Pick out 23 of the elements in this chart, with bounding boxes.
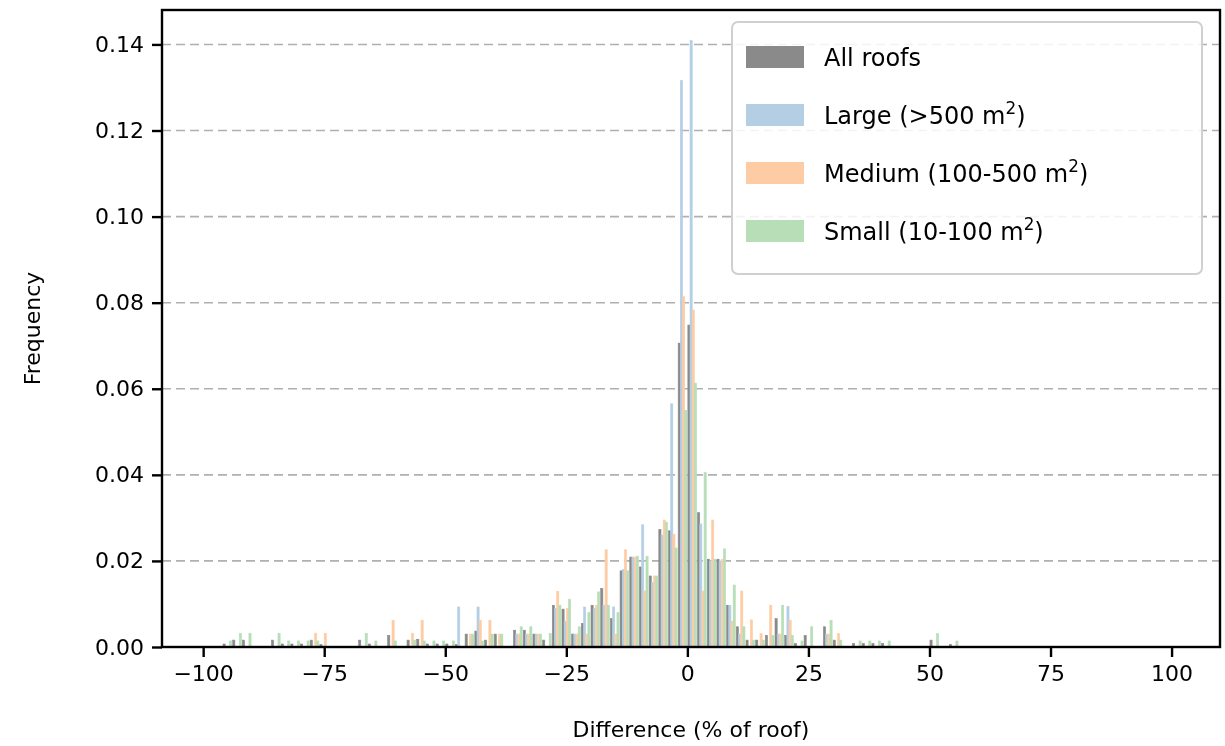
- x-tick-label: −100: [173, 660, 234, 686]
- y-tick-label: 0.08: [95, 290, 144, 316]
- x-tick-label: 25: [794, 660, 823, 686]
- y-axis-title: Frequency: [20, 271, 45, 386]
- y-tick-label: 0.02: [95, 548, 144, 574]
- y-tick-label: 0.00: [95, 634, 144, 660]
- x-tick-label: 50: [915, 660, 944, 686]
- y-tick-label: 0.10: [95, 204, 144, 230]
- legend-label: All roofs: [824, 44, 922, 72]
- x-tick-label: 0: [680, 660, 695, 686]
- y-tick-label: 0.06: [95, 376, 144, 402]
- x-axis-title: Difference (% of roof): [572, 717, 810, 742]
- x-tick-label: 100: [1151, 660, 1194, 686]
- legend-label: Small (10-100 m$^{2}$): [824, 214, 1044, 246]
- y-tick-label: 0.12: [95, 118, 144, 144]
- y-tick-label: 0.04: [95, 462, 144, 488]
- x-tick-label: −75: [301, 660, 348, 686]
- legend-label: Medium (100-500 m$^{2}$): [824, 156, 1089, 188]
- legend-label: Large (>500 m$^{2}$): [824, 98, 1026, 130]
- y-tick-label: 0.14: [95, 31, 144, 57]
- x-tick-label: −50: [422, 660, 469, 686]
- x-tick-label: 75: [1037, 660, 1066, 686]
- x-tick-label: −25: [543, 660, 591, 686]
